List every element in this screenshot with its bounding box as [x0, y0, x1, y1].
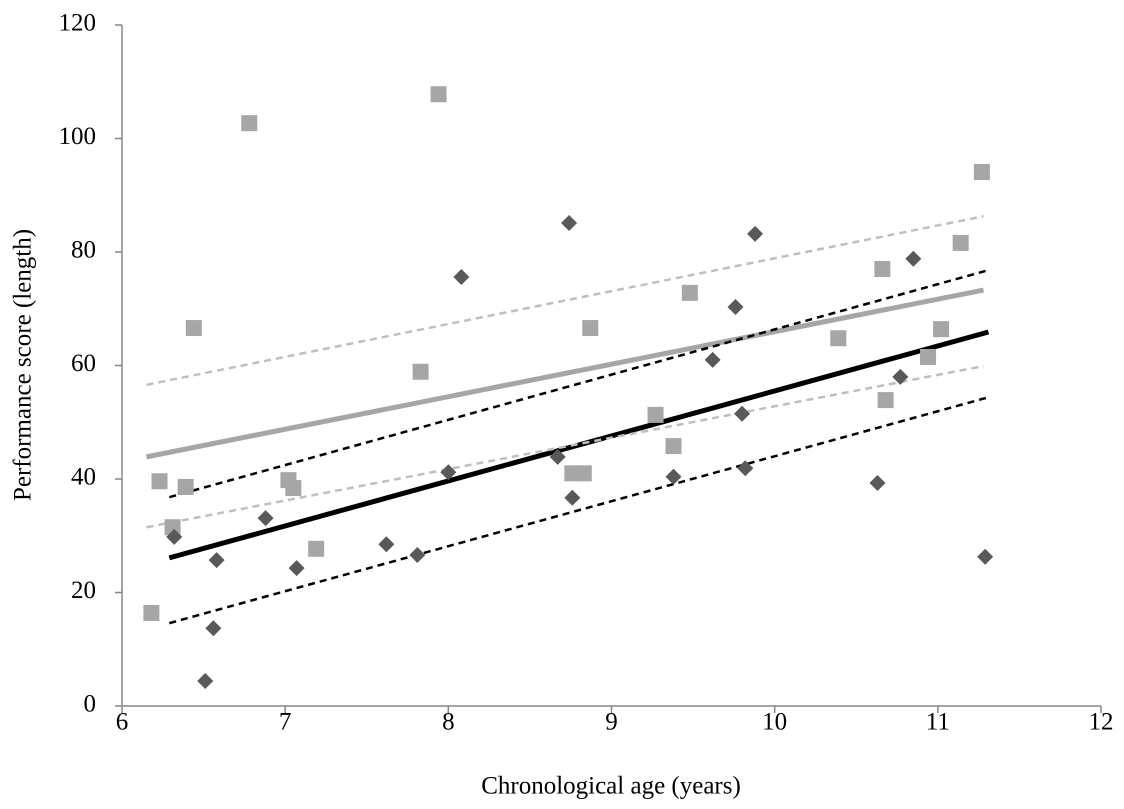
diamond-point [166, 528, 183, 545]
square-point [285, 480, 302, 497]
diamond-point [727, 299, 744, 316]
diamond-point [905, 250, 922, 267]
square-point [952, 234, 969, 251]
confidence-line [168, 396, 989, 625]
y-tick-label: 120 [59, 10, 97, 37]
square-point [308, 540, 325, 557]
square-point [177, 478, 194, 495]
diamond-point [734, 405, 751, 422]
square-point [575, 465, 592, 482]
diamond-point [892, 368, 909, 385]
diamond-point [288, 560, 305, 577]
diamond-point [561, 215, 578, 232]
square-point [143, 604, 160, 621]
square-point [412, 363, 429, 380]
square-point [665, 438, 682, 455]
x-tick-label: 6 [116, 709, 129, 736]
diamond-point [378, 536, 395, 553]
square-point [874, 261, 891, 278]
regression-line [145, 287, 985, 460]
square-point [830, 330, 847, 347]
diamond-point [197, 673, 214, 690]
y-tick-label: 20 [71, 577, 96, 604]
diamond-point [440, 464, 457, 481]
square-point [151, 473, 168, 490]
diamond-point [453, 268, 470, 285]
square-point [933, 321, 950, 338]
diamond-point [869, 474, 886, 491]
x-tick-label: 9 [605, 709, 618, 736]
x-tick-label: 11 [926, 709, 950, 736]
square-point [241, 115, 258, 132]
square-point [681, 284, 698, 301]
diamond-point [704, 351, 721, 368]
diamond-point [208, 552, 225, 569]
x-tick-label: 12 [1089, 709, 1114, 736]
y-tick-label: 40 [71, 464, 96, 491]
diamond-point [205, 620, 222, 637]
diamond-point [977, 548, 994, 565]
square-point [164, 519, 181, 536]
x-tick-label: 10 [762, 709, 787, 736]
regression-line [168, 329, 990, 561]
square-point [185, 320, 202, 337]
diamond-point [747, 225, 764, 242]
x-tick-label: 8 [442, 709, 455, 736]
square-point [920, 348, 937, 365]
diamond-point [409, 547, 426, 564]
diamond-point [549, 448, 566, 465]
diamond-point [665, 468, 682, 485]
y-tick-label: 80 [71, 237, 96, 264]
confidence-line [146, 215, 984, 387]
y-tick-label: 0 [84, 691, 97, 718]
diamond-point [564, 489, 581, 506]
y-axis-title: Performance score (length) [10, 229, 37, 501]
y-tick-label: 60 [71, 350, 96, 377]
square-point [647, 406, 664, 423]
confidence-line [146, 364, 984, 529]
diamond-point [257, 510, 274, 527]
y-tick-label: 100 [59, 123, 97, 150]
diamond-point [737, 460, 754, 477]
square-point [582, 320, 599, 337]
confidence-line [168, 268, 989, 499]
square-point [973, 163, 990, 180]
x-tick-label: 7 [279, 709, 292, 736]
x-axis-title: Chronological age (years) [481, 773, 741, 800]
square-point [430, 86, 447, 103]
square-point [877, 392, 894, 409]
